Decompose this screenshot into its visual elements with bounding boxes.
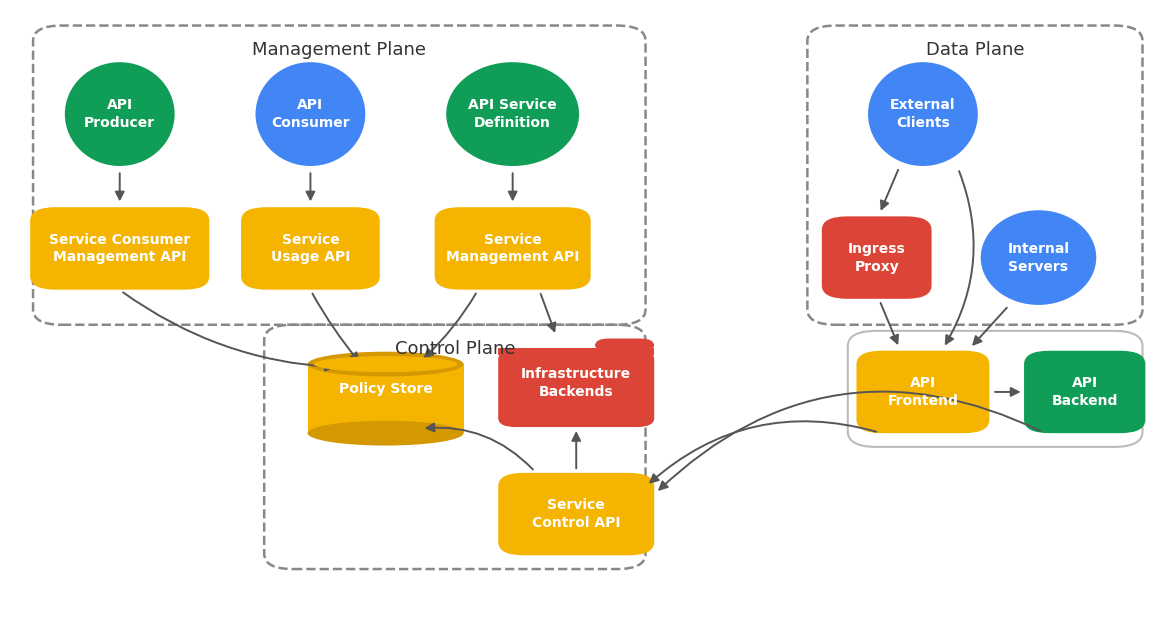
FancyBboxPatch shape [498,350,654,427]
Text: API
Consumer: API Consumer [271,98,349,130]
Text: Data Plane: Data Plane [925,41,1024,59]
Ellipse shape [307,421,463,446]
Text: Internal
Servers: Internal Servers [1008,241,1070,274]
FancyBboxPatch shape [434,207,590,290]
Ellipse shape [307,352,463,376]
Bar [307,364,463,433]
FancyBboxPatch shape [498,473,654,555]
Ellipse shape [981,210,1096,305]
Text: API Service
Definition: API Service Definition [468,98,558,130]
FancyBboxPatch shape [1024,351,1145,433]
Ellipse shape [868,62,978,166]
Text: Service Consumer
Management API: Service Consumer Management API [49,233,191,264]
Ellipse shape [65,62,175,166]
Text: API
Backend: API Backend [1051,376,1117,408]
Bar [498,348,654,355]
Text: Service
Control API: Service Control API [532,498,620,530]
FancyBboxPatch shape [595,339,654,352]
Text: API
Frontend: API Frontend [887,376,958,408]
Text: Control Plane: Control Plane [395,340,516,358]
Text: Service
Usage API: Service Usage API [271,233,350,264]
Text: Management Plane: Management Plane [253,41,426,59]
Text: Ingress
Proxy: Ingress Proxy [847,241,906,274]
Text: Infrastructure
Backends: Infrastructure Backends [521,367,631,399]
Ellipse shape [256,62,365,166]
Ellipse shape [314,356,457,372]
Text: Policy Store: Policy Store [339,382,433,396]
FancyBboxPatch shape [241,207,379,290]
Text: API
Producer: API Producer [84,98,155,130]
Ellipse shape [446,62,580,166]
FancyBboxPatch shape [822,217,931,299]
FancyBboxPatch shape [30,207,210,290]
Text: Service
Management API: Service Management API [446,233,580,264]
FancyBboxPatch shape [857,351,989,433]
Text: External
Clients: External Clients [890,98,956,130]
